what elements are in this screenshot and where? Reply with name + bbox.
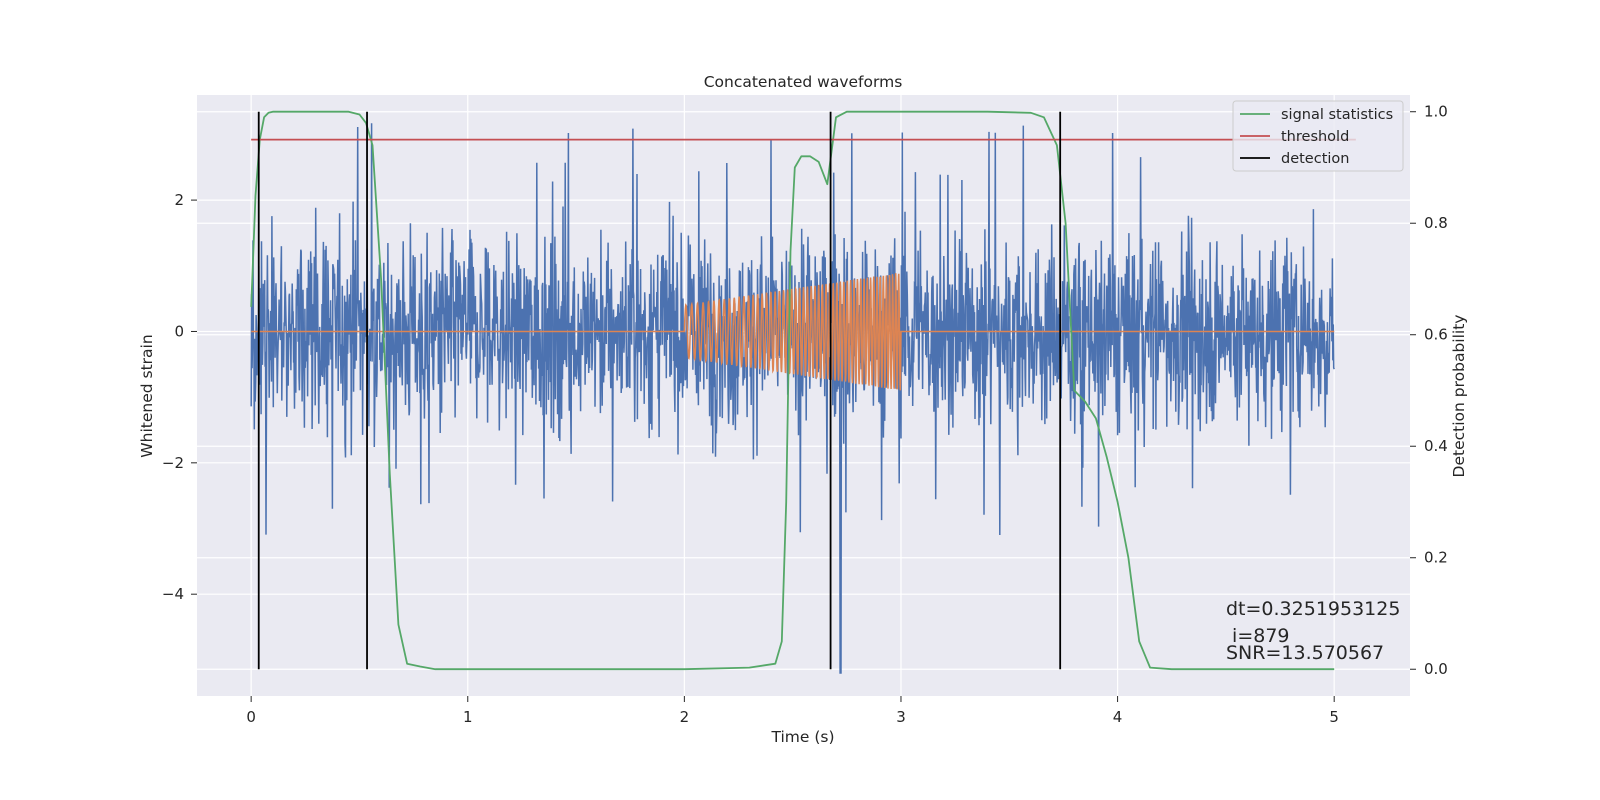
y-tick-label-1: 0 xyxy=(174,322,184,340)
right-y-axis-label: Detection probability xyxy=(1450,315,1468,478)
y-axis-label: Whitened strain xyxy=(138,334,156,457)
annotation-dt: dt=0.3251953125 xyxy=(1226,598,1400,620)
x-tick-label-1: 1 xyxy=(463,708,473,726)
y-axis-ticks: 2 0 −2 −4 xyxy=(162,191,197,603)
signal-statistics-line xyxy=(250,110,1335,671)
legend-box xyxy=(1232,100,1404,172)
legend-threshold-label: threshold xyxy=(1281,129,1349,145)
x-tick-label-4: 4 xyxy=(1113,708,1123,726)
right-y-tick-label-1: 0.8 xyxy=(1424,214,1448,232)
injected-waveform-series xyxy=(251,273,1335,391)
legend-detection-label: detection xyxy=(1281,151,1349,167)
x-axis-label: Time (s) xyxy=(770,728,834,746)
chart-title: Concatenated waveforms xyxy=(704,73,903,91)
detection-series xyxy=(257,111,1062,670)
x-axis-ticks: 0 1 2 3 4 5 xyxy=(246,696,1339,726)
right-y-tick-label-5: 0.0 xyxy=(1424,660,1448,678)
right-y-tick-label-3: 0.4 xyxy=(1424,437,1448,455)
injected-trace xyxy=(251,273,1335,391)
legend-signal-statistics-label: signal statistics xyxy=(1281,107,1393,123)
right-y-tick-label-0: 1.0 xyxy=(1424,103,1448,121)
y-tick-label-3: −4 xyxy=(162,585,184,603)
plot-background xyxy=(197,95,1410,696)
right-y-tick-label-2: 0.6 xyxy=(1424,326,1448,344)
right-y-tick-label-4: 0.2 xyxy=(1424,549,1448,567)
annotation-snr: SNR=13.570567 xyxy=(1226,642,1384,664)
right-y-axis-ticks: 1.0 0.8 0.6 0.4 0.2 0.0 xyxy=(1410,103,1448,678)
y-tick-label-0: 2 xyxy=(174,191,184,209)
legend: signal statistics threshold detection xyxy=(1232,100,1404,172)
y-tick-label-2: −2 xyxy=(162,454,184,472)
x-tick-label-3: 3 xyxy=(896,708,906,726)
annotation-index: i=879 xyxy=(1226,625,1290,647)
x-tick-label-0: 0 xyxy=(246,708,256,726)
x-tick-label-5: 5 xyxy=(1329,708,1339,726)
signal-statistics-series xyxy=(250,110,1335,671)
x-tick-label-2: 2 xyxy=(680,708,690,726)
